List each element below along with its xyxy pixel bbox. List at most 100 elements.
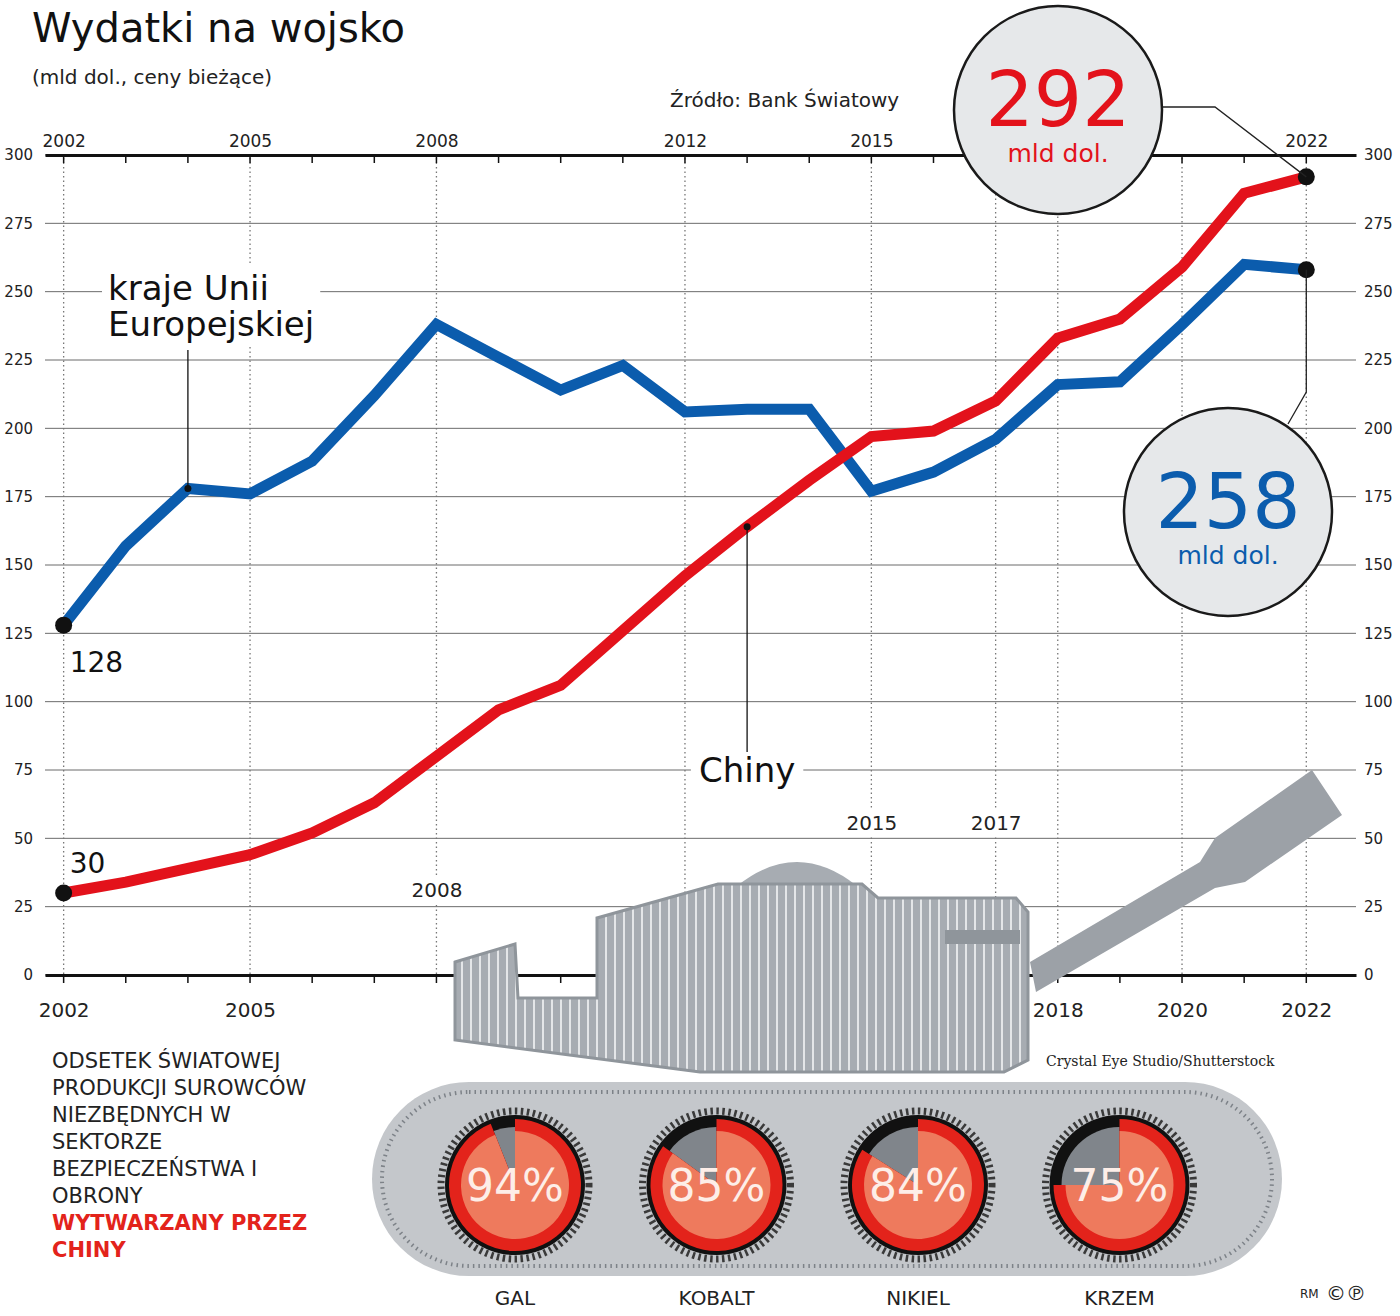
gauge-share-inner xyxy=(461,1131,569,1239)
tick-label: 0 xyxy=(23,966,33,984)
tick: 225 xyxy=(4,351,37,369)
tick-label: 2017 xyxy=(971,811,1022,835)
callout-unit: mld dol. xyxy=(1007,139,1108,168)
tick: 2005 xyxy=(229,131,272,155)
tick-label: 125 xyxy=(1364,625,1393,643)
label-patch xyxy=(691,746,803,794)
tick-label: 2012 xyxy=(664,131,707,151)
series-name: kraje UniiEuropejskiej xyxy=(108,268,314,344)
grid-line xyxy=(45,428,1356,429)
tick-label: 200 xyxy=(1364,420,1393,438)
tick: 200 xyxy=(1360,420,1393,438)
tick: 25 xyxy=(14,898,37,916)
gauge-category: KRZEM xyxy=(1084,1286,1155,1310)
source: Źródło: Bank Światowy xyxy=(670,88,899,112)
year-line xyxy=(436,158,437,975)
tick-label: 275 xyxy=(4,215,33,233)
gauge-value: 84% xyxy=(869,1160,967,1211)
label-patch xyxy=(408,877,465,903)
axis-line xyxy=(46,154,1357,157)
tick: 275 xyxy=(1360,215,1393,233)
tick: 175 xyxy=(1360,488,1393,506)
tick: 125 xyxy=(1360,625,1393,643)
gauge-ring xyxy=(1050,1115,1190,1255)
callout-connector xyxy=(1288,270,1306,424)
tick-label: 250 xyxy=(4,283,33,301)
tick: 2022 xyxy=(1281,975,1332,1022)
gauge: 84% xyxy=(844,1111,992,1259)
tick-label: 2005 xyxy=(229,131,272,151)
tick: 100 xyxy=(1360,693,1393,711)
gauge-subtitle: WYTWARZANY PRZEZCHINY xyxy=(52,1211,307,1262)
gauge-share-inner xyxy=(864,1131,972,1239)
gauge-category: KOBALT xyxy=(679,1286,756,1310)
tick-label: 275 xyxy=(1364,215,1393,233)
callout: 292mld dol. xyxy=(954,6,1306,214)
annotations: kraje UniiEuropejskiej128258mld dol.Chin… xyxy=(70,6,1332,880)
tick: 2005 xyxy=(225,975,276,1022)
tick-label: 2020 xyxy=(1157,998,1208,1022)
tick: 2020 xyxy=(1157,975,1208,1022)
year-line xyxy=(684,158,685,975)
gauge-share xyxy=(852,1119,984,1251)
tick-label: 50 xyxy=(14,830,33,848)
series-name: Chiny xyxy=(699,750,795,790)
tick-label: 2022 xyxy=(1285,131,1328,151)
grid-line xyxy=(45,360,1356,361)
tick: 50 xyxy=(1360,830,1383,848)
tick: 150 xyxy=(1360,556,1393,574)
grid xyxy=(45,155,1356,975)
gauge-value: 85% xyxy=(668,1160,766,1211)
tick: 225 xyxy=(1360,351,1393,369)
data-label: 30 xyxy=(70,847,106,880)
grid-line xyxy=(45,155,1356,156)
tick-label: 225 xyxy=(1364,351,1393,369)
tick-label: 2008 xyxy=(415,131,458,151)
gauge-teeth xyxy=(643,1111,791,1259)
callout: 258mld dol. xyxy=(1124,270,1332,616)
author: RM xyxy=(1300,1287,1319,1301)
gauge-share xyxy=(651,1119,783,1251)
tank-hatch xyxy=(945,930,1020,944)
tick: 250 xyxy=(4,283,37,301)
tick: 2002 xyxy=(43,131,86,155)
tick: 100 xyxy=(4,693,37,711)
year-lines xyxy=(64,158,1307,975)
minor-ticks xyxy=(64,155,1307,983)
tank-illustration xyxy=(372,770,1342,1276)
tick: 250 xyxy=(1360,283,1393,301)
label-patch xyxy=(968,810,1025,836)
leader-dot xyxy=(744,523,751,530)
grid-line xyxy=(45,223,1356,224)
axis-line xyxy=(1360,156,1361,976)
tick-label: 2008 xyxy=(411,878,462,902)
data-line xyxy=(64,177,1307,893)
gauge-ring xyxy=(848,1115,988,1255)
series-label: Chiny xyxy=(691,523,803,794)
tick: 75 xyxy=(1360,761,1383,779)
gauge-share-inner xyxy=(1066,1131,1174,1239)
y-axis-right: 0255075100125150175200225250275300 xyxy=(1360,146,1393,984)
tick-label: 125 xyxy=(4,625,33,643)
tick-label: 2015 xyxy=(846,811,897,835)
tick-label: 2005 xyxy=(225,998,276,1022)
tick: 200 xyxy=(4,420,37,438)
subtitle: (mld dol., ceny bieżące) xyxy=(32,65,272,89)
tick: 50 xyxy=(14,830,37,848)
tick-label: 25 xyxy=(14,898,33,916)
tick: 75 xyxy=(14,761,37,779)
photo-credit: Crystal Eye Studio/Shutterstock xyxy=(1046,1053,1275,1069)
callout-unit: mld dol. xyxy=(1177,541,1278,570)
infographic: Wydatki na wojsko(mld dol., ceny bieżące… xyxy=(0,0,1400,1316)
tick-label: 250 xyxy=(1364,283,1393,301)
tank-tread-dots xyxy=(382,1092,1272,1266)
gauge-share xyxy=(1054,1119,1186,1251)
tick-label: 100 xyxy=(4,693,33,711)
callout-circle xyxy=(1124,408,1332,616)
tick-label: 2022 xyxy=(1281,998,1332,1022)
tick: 300 xyxy=(1360,146,1393,164)
gauge-teeth xyxy=(1046,1111,1194,1259)
tick-label: 150 xyxy=(4,556,33,574)
tick: 25 xyxy=(1360,898,1383,916)
series-label: kraje UniiEuropejskiej xyxy=(102,265,320,492)
